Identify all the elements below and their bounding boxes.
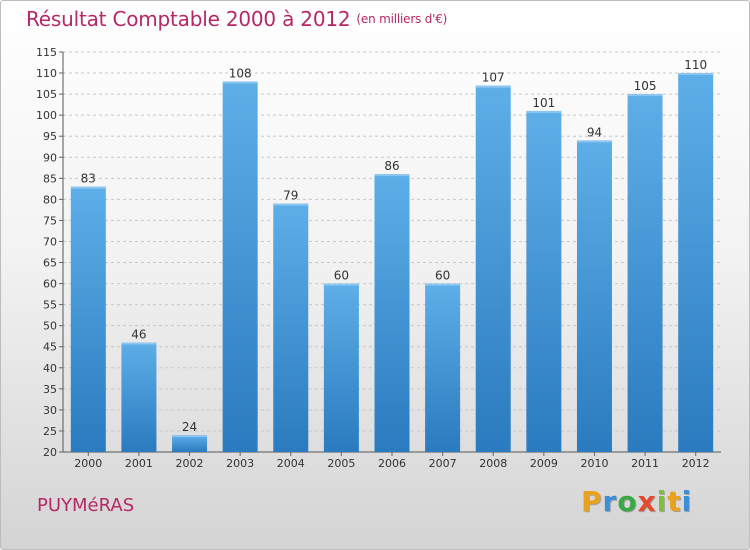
- bar: [475, 85, 511, 453]
- bar: [526, 110, 562, 453]
- brand-letter: t: [667, 485, 682, 518]
- x-tick-label: 2006: [378, 457, 406, 470]
- x-tick-label: 2009: [530, 457, 558, 470]
- y-tick-label: 80: [43, 193, 57, 206]
- bar-top-highlight: [70, 186, 106, 189]
- x-tick-label: 2007: [429, 457, 457, 470]
- y-tick-label: 90: [43, 151, 57, 164]
- bar: [374, 174, 410, 452]
- bar: [273, 203, 309, 452]
- y-tick-label: 45: [43, 341, 57, 354]
- bar-value-label: 46: [131, 328, 146, 342]
- x-tick-label: 2010: [580, 457, 608, 470]
- bar-top-highlight: [273, 203, 309, 206]
- x-tick-label: 2008: [479, 457, 507, 470]
- bar: [323, 283, 359, 452]
- town-name: PUYMéRAS: [37, 495, 135, 516]
- y-tick-label: 75: [43, 214, 57, 227]
- y-tick-label: 50: [43, 320, 57, 333]
- bar-top-highlight: [323, 283, 359, 286]
- bar-top-highlight: [576, 140, 612, 143]
- brand-letter: o: [617, 485, 638, 518]
- bar-top-highlight: [526, 110, 562, 113]
- bar: [172, 435, 208, 452]
- y-tick-label: 70: [43, 235, 57, 248]
- x-tick-label: 2002: [176, 457, 204, 470]
- y-tick-label: 65: [43, 257, 57, 270]
- y-tick-label: 55: [43, 299, 57, 312]
- y-tick-label: 105: [36, 88, 57, 101]
- x-tick-label: 2001: [125, 457, 153, 470]
- y-tick-label: 60: [43, 278, 57, 291]
- x-tick-label: 2005: [327, 457, 355, 470]
- bar: [121, 342, 157, 452]
- bar-top-highlight: [425, 283, 461, 286]
- proxiti-logo: Proxiti: [581, 485, 692, 518]
- bar-value-label: 107: [482, 71, 505, 85]
- brand-letter: x: [637, 485, 657, 518]
- y-tick-label: 25: [43, 425, 57, 438]
- bar-value-label: 83: [81, 172, 96, 186]
- bar-value-label: 110: [684, 58, 707, 72]
- bar: [222, 81, 258, 452]
- x-tick-label: 2012: [682, 457, 710, 470]
- bar: [70, 186, 106, 452]
- bar-top-highlight: [475, 85, 511, 88]
- chart-subtitle: (en milliers d'€): [356, 12, 448, 26]
- bar: [627, 94, 663, 453]
- bar-value-label: 86: [384, 159, 399, 173]
- bar: [425, 283, 461, 452]
- y-tick-label: 115: [36, 46, 57, 59]
- bar-value-label: 79: [283, 189, 298, 203]
- bar-value-label: 108: [229, 66, 252, 80]
- y-tick-label: 85: [43, 172, 57, 185]
- y-tick-label: 30: [43, 404, 57, 417]
- bar-value-label: 94: [587, 125, 602, 139]
- bar: [678, 73, 714, 452]
- bar-top-highlight: [172, 435, 208, 438]
- y-tick-label: 35: [43, 383, 57, 396]
- bar-top-highlight: [374, 174, 410, 177]
- y-tick-label: 110: [36, 67, 57, 80]
- x-tick-label: 2000: [74, 457, 102, 470]
- y-tick-label: 20: [43, 446, 57, 459]
- brand-letter: P: [581, 485, 603, 518]
- brand-letter: i: [656, 485, 668, 518]
- y-tick-label: 100: [36, 109, 57, 122]
- bar-value-label: 24: [182, 420, 197, 434]
- chart-title-text: Résultat Comptable 2000 à 2012: [26, 7, 351, 31]
- bar-top-highlight: [121, 342, 157, 345]
- y-tick-label: 40: [43, 362, 57, 375]
- bar-value-label: 60: [435, 269, 450, 283]
- y-tick-label: 95: [43, 130, 57, 143]
- bar-value-label: 60: [334, 269, 349, 283]
- bar-top-highlight: [222, 81, 258, 84]
- x-tick-label: 2011: [631, 457, 659, 470]
- bar-value-label: 105: [634, 79, 657, 93]
- x-tick-label: 2003: [226, 457, 254, 470]
- bar-top-highlight: [678, 73, 714, 76]
- brand-letter: i: [681, 485, 693, 518]
- x-tick-label: 2004: [277, 457, 305, 470]
- bar-value-label: 101: [532, 96, 555, 110]
- bar-top-highlight: [627, 94, 663, 97]
- chart-title: Résultat Comptable 2000 à 2012 (en millie…: [26, 7, 447, 31]
- bar: [576, 140, 612, 452]
- brand-letter: r: [602, 485, 618, 518]
